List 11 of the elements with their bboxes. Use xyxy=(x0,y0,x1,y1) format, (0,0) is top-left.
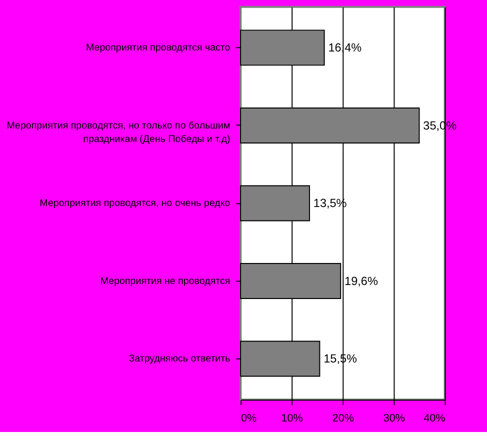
x-tick-label: 0% xyxy=(241,412,258,425)
x-tick-label: 30% xyxy=(383,412,406,425)
y-tick-label: Мероприятия проводятся, но очень редко xyxy=(40,198,231,210)
y-tick-label: Мероприятия проводятся, но только по большим праздникам (День Победы и т.д) xyxy=(6,120,231,146)
y-tick-label: Мероприятия проводятся часто xyxy=(86,42,231,54)
y-tick-label: Затрудняюсь ответить xyxy=(128,354,230,365)
x-tick-label: 40% xyxy=(424,412,446,425)
data-label: 19,6% xyxy=(344,274,378,288)
x-tick-label: 10% xyxy=(281,412,304,425)
x-tick-label: 20% xyxy=(332,412,354,425)
y-tick-label: Мероприятия не проводятся xyxy=(100,276,230,287)
